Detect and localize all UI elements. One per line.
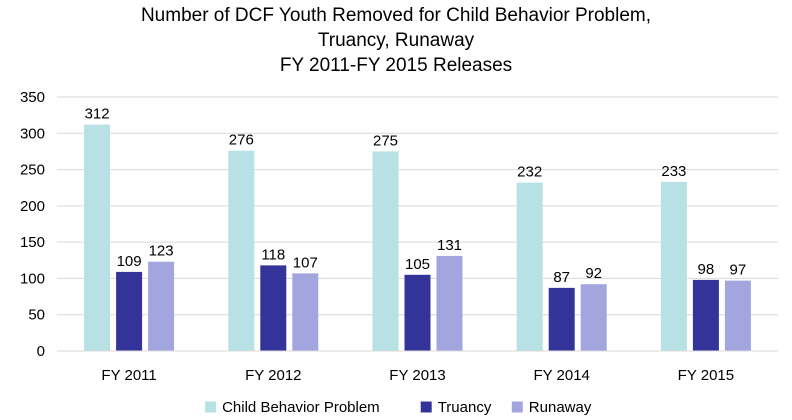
data-label: 276 xyxy=(229,132,254,149)
data-label: 98 xyxy=(698,261,715,278)
bar xyxy=(692,279,719,351)
bar xyxy=(260,265,287,351)
legend-swatch xyxy=(205,401,217,413)
data-label: 131 xyxy=(437,237,462,254)
bar xyxy=(292,273,319,351)
y-tick-label: 0 xyxy=(37,343,45,360)
x-tick-label: FY 2015 xyxy=(678,367,734,384)
y-tick-label: 350 xyxy=(20,89,45,106)
data-label: 97 xyxy=(730,262,747,279)
legend-swatch xyxy=(511,401,523,413)
data-label: 105 xyxy=(405,256,430,273)
chart-title-line-1: Number of DCF Youth Removed for Child Be… xyxy=(140,5,652,26)
legend-label: Runaway xyxy=(529,399,592,416)
data-label: 92 xyxy=(585,265,602,282)
chart-title-line-2: Truancy, Runaway xyxy=(317,30,475,51)
x-tick-label: FY 2013 xyxy=(389,367,445,384)
bar xyxy=(580,284,607,351)
legend-swatch xyxy=(420,401,432,413)
bar xyxy=(436,255,463,351)
bar xyxy=(516,182,543,351)
data-label: 233 xyxy=(661,163,686,180)
bar xyxy=(724,280,751,351)
bar xyxy=(372,151,399,351)
chart-title-line-3: FY 2011-FY 2015 Releases xyxy=(279,55,513,76)
legend-label: Truancy xyxy=(438,399,492,416)
bar xyxy=(660,181,687,351)
legend-label: Child Behavior Problem xyxy=(222,399,380,416)
y-tick-label: 50 xyxy=(28,307,45,324)
y-tick-label: 300 xyxy=(20,125,45,142)
data-label: 87 xyxy=(553,269,570,286)
x-tick-label: FY 2012 xyxy=(245,367,301,384)
data-label: 232 xyxy=(517,164,542,181)
bar xyxy=(116,271,143,351)
y-tick-label: 150 xyxy=(20,234,45,251)
data-label: 275 xyxy=(373,132,398,149)
bar xyxy=(228,150,255,351)
y-tick-label: 100 xyxy=(20,270,45,287)
data-label: 118 xyxy=(261,246,285,263)
bar xyxy=(404,274,431,351)
x-tick-label: FY 2011 xyxy=(101,367,156,384)
x-tick-label: FY 2014 xyxy=(533,367,589,384)
bar xyxy=(148,261,175,351)
bar xyxy=(548,287,575,351)
y-tick-label: 200 xyxy=(20,198,45,215)
y-tick-label: 250 xyxy=(20,162,45,179)
data-label: 312 xyxy=(85,106,110,123)
data-label: 107 xyxy=(293,254,318,271)
data-label: 109 xyxy=(117,253,142,270)
bar xyxy=(84,124,111,351)
data-label: 123 xyxy=(149,243,174,260)
